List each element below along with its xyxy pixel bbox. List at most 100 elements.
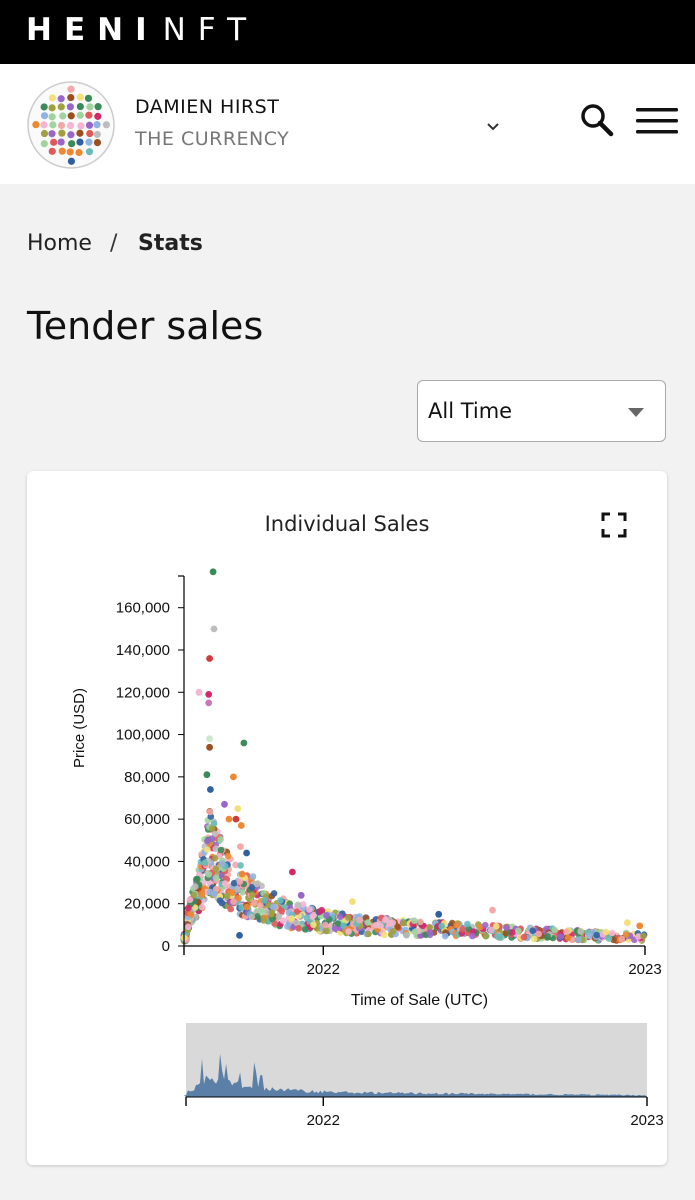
logo-spot	[48, 147, 56, 155]
data-point	[275, 913, 283, 920]
data-point	[640, 932, 647, 940]
collection-name[interactable]: THE CURRENCY	[135, 128, 290, 150]
logo-spot	[67, 93, 75, 102]
hamburger-menu-icon[interactable]	[636, 106, 678, 136]
data-point	[394, 923, 401, 930]
data-point	[239, 889, 246, 896]
data-point	[205, 699, 213, 707]
data-point	[270, 903, 277, 910]
brand-light: NFT	[162, 12, 259, 48]
data-point	[322, 921, 329, 929]
data-point	[334, 920, 342, 927]
data-point	[232, 861, 239, 869]
data-point	[211, 890, 218, 898]
logo-spot	[76, 93, 84, 101]
data-point	[258, 908, 265, 915]
breadcrumb-home[interactable]: Home	[27, 231, 92, 256]
logo-spot	[57, 138, 65, 146]
x-tick-label: 2022	[307, 961, 340, 978]
data-point	[195, 688, 203, 696]
data-point	[248, 884, 256, 891]
data-point	[563, 928, 570, 936]
data-point	[198, 903, 206, 911]
logo-spot	[58, 129, 66, 137]
data-point	[230, 898, 237, 905]
logo-spot	[59, 112, 67, 120]
data-point	[208, 835, 216, 842]
data-point	[210, 820, 218, 827]
logo-spot	[85, 148, 94, 156]
logo-spot	[67, 85, 75, 93]
logo-spot	[40, 129, 49, 138]
data-point	[190, 891, 198, 899]
data-point	[340, 922, 347, 929]
data-point	[345, 914, 352, 921]
data-point	[605, 935, 613, 942]
data-point	[530, 935, 538, 943]
data-point	[544, 933, 551, 940]
data-point	[240, 739, 248, 747]
data-point	[487, 926, 495, 934]
top-bar: HENI NFT	[0, 0, 695, 64]
data-point	[208, 825, 216, 832]
data-point	[204, 846, 211, 853]
logo-spot	[93, 130, 101, 139]
data-point	[288, 915, 295, 922]
overview-tick-label: 2022	[307, 1112, 340, 1129]
data-point	[622, 931, 630, 938]
time-range-select[interactable]: All Time	[417, 380, 666, 442]
logo-spot	[94, 112, 102, 120]
data-point	[248, 913, 256, 921]
data-point	[211, 830, 219, 838]
data-point	[509, 929, 516, 936]
y-tick-label: 20,000	[124, 896, 170, 913]
data-point	[217, 846, 225, 854]
time-range-value: All Time	[428, 399, 513, 423]
data-point	[564, 934, 572, 942]
data-point	[191, 883, 199, 890]
search-icon[interactable]	[579, 102, 615, 138]
data-point	[608, 929, 616, 937]
data-point	[243, 903, 251, 911]
data-point	[289, 868, 296, 876]
data-point	[482, 921, 489, 929]
data-point	[586, 932, 593, 940]
heni-nft-logo[interactable]: HENI NFT	[26, 12, 258, 48]
chevron-down-icon[interactable]	[482, 116, 504, 138]
data-point	[203, 771, 211, 779]
individual-sales-chart[interactable]: 0 20,000 40,000 60,000 80,000 100,000 120,000 1…	[27, 471, 667, 1165]
data-point	[205, 871, 213, 878]
data-point	[482, 932, 489, 940]
data-point	[336, 913, 344, 920]
fullscreen-icon[interactable]	[600, 511, 628, 539]
logo-spot	[40, 103, 48, 111]
logo-spot	[48, 94, 57, 102]
data-point	[310, 921, 317, 929]
logo-spot	[85, 121, 94, 129]
data-point	[206, 743, 214, 751]
data-point	[382, 916, 389, 924]
data-point	[593, 931, 600, 939]
spot-painting-logo[interactable]	[27, 81, 115, 169]
data-point	[232, 815, 240, 823]
logo-spot	[93, 121, 101, 129]
data-point	[301, 926, 309, 933]
logo-spot	[75, 148, 83, 157]
logo-spot	[48, 130, 56, 138]
data-point	[221, 880, 229, 887]
data-point	[185, 923, 192, 931]
data-point	[389, 919, 397, 927]
logo-spot	[68, 140, 76, 148]
data-point	[261, 897, 268, 904]
logo-spot	[102, 121, 111, 129]
data-point	[345, 928, 352, 935]
collection-header: DAMIEN HIRST THE CURRENCY	[0, 64, 695, 184]
data-point	[209, 568, 217, 576]
data-point	[441, 932, 449, 940]
logo-spot	[76, 129, 84, 137]
logo-spot	[67, 131, 75, 139]
data-point	[426, 929, 434, 936]
data-point	[236, 932, 243, 939]
artist-name[interactable]: DAMIEN HIRST	[135, 96, 280, 118]
data-point	[577, 928, 584, 935]
